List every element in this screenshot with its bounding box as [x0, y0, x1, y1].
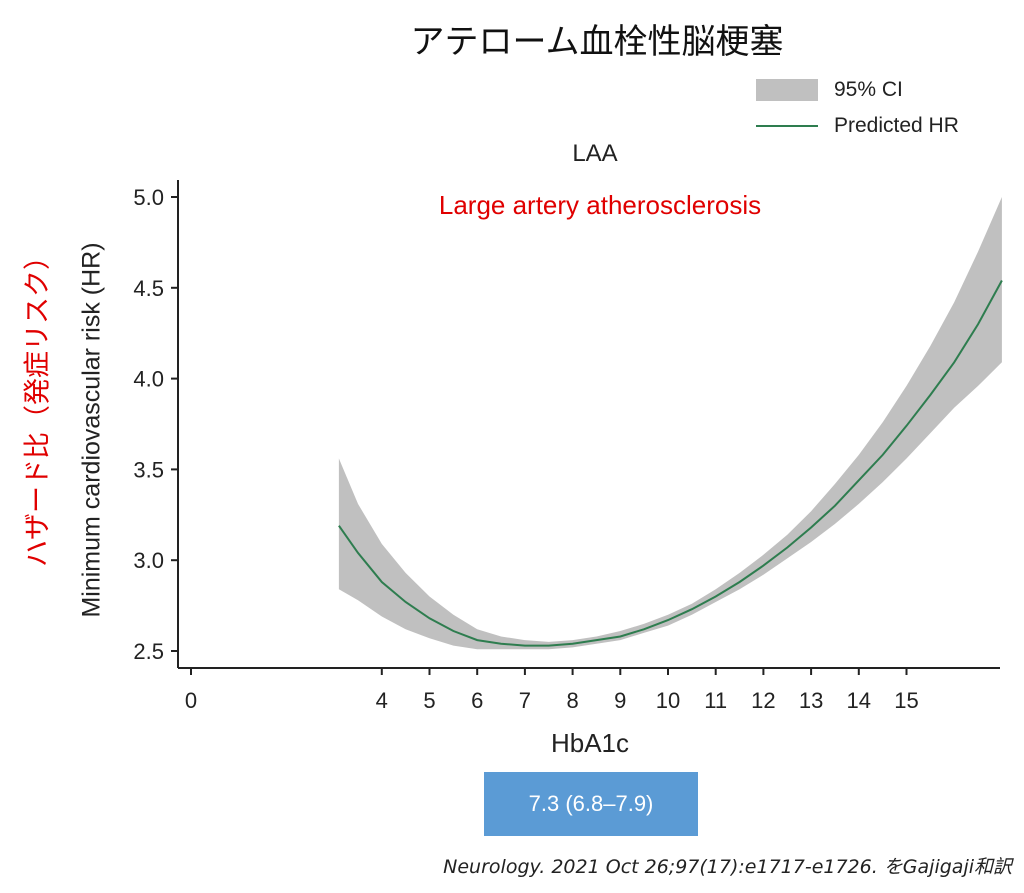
legend-item-ci: 95% CI	[756, 72, 1016, 108]
legend-item-line: Predicted HR	[756, 108, 1016, 144]
x-tick-label: 10	[656, 688, 680, 713]
y-axis-label-ja: ハザード比（発症リスク）	[22, 243, 54, 567]
x-tick-label: 12	[751, 688, 775, 713]
x-tick-label: 9	[614, 688, 626, 713]
x-tick-label: 8	[566, 688, 578, 713]
y-tick-label: 4.0	[133, 367, 164, 392]
y-axis-label: Minimum cardiovascular risk (HR)	[77, 242, 106, 618]
x-tick-label: 14	[847, 688, 871, 713]
legend-swatch-line	[756, 125, 818, 127]
x-tick-label: 11	[704, 688, 727, 713]
x-tick-label: 6	[471, 688, 483, 713]
ci-band	[338, 197, 1002, 650]
x-tick-label: 5	[423, 688, 435, 713]
chart-ticks: 2.5 3.0 3.5 4.0 4.5 5.0 0 4 5 6 7 8 9 10 11 12 13 14 15	[133, 185, 918, 713]
x-tick-label: 7	[519, 688, 531, 713]
chart-marks	[338, 197, 1003, 650]
page-title: アテローム血栓性脳梗塞	[410, 22, 784, 62]
y-tick-label: 4.5	[133, 276, 164, 301]
y-tick-label: 5.0	[133, 185, 164, 210]
x-tick-label: 15	[894, 688, 918, 713]
legend-label-line: Predicted HR	[834, 114, 959, 137]
chart-legend: 95% CI Predicted HR	[756, 72, 1016, 144]
y-tick-label: 2.5	[133, 639, 164, 664]
legend-label-ci: 95% CI	[834, 78, 903, 101]
y-tick-label: 3.0	[133, 548, 164, 573]
predicted-hr-line	[338, 280, 1003, 647]
citation: Neurology. 2021 Oct 26;97(17):e1717-e172…	[443, 856, 1012, 878]
legend-swatch-ci	[756, 79, 818, 101]
x-tick-label: 4	[376, 688, 388, 713]
panel-title: LAA	[572, 140, 618, 167]
chart-axes	[177, 180, 1000, 669]
annotation-large-artery: Large artery atherosclerosis	[438, 190, 762, 220]
x-axis-label: HbA1c	[550, 728, 630, 758]
x-tick-label: 13	[799, 688, 823, 713]
y-tick-label: 3.5	[133, 457, 164, 482]
hba1c-range-box: 7.3 (6.8–7.9)	[484, 772, 698, 836]
x-tick-label: 0	[185, 688, 197, 713]
